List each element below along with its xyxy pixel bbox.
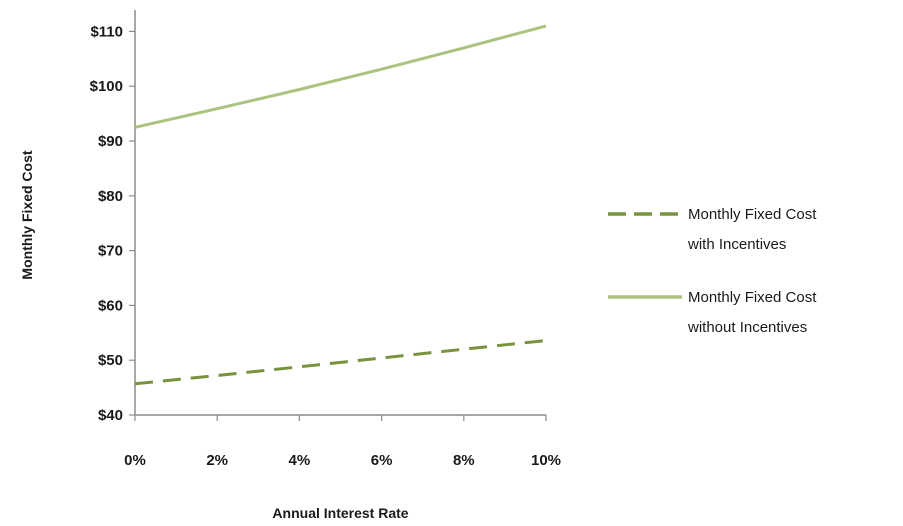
x-tick-label: 4% [289, 452, 311, 469]
x-axis-title: Annual Interest Rate [272, 505, 408, 521]
y-tick-label: $40 [98, 407, 123, 424]
x-tick-label: 6% [371, 452, 393, 469]
x-tick-label: 8% [453, 452, 475, 469]
y-tick-label: $70 [98, 243, 123, 260]
series-lines [134, 24, 547, 386]
x-tick-label: 10% [531, 452, 561, 469]
legend: Monthly Fixed Cost with Incentives Monthly… [608, 206, 817, 336]
series-line-without-incentives [134, 24, 547, 129]
legend-label: Monthly Fixed Cost [688, 289, 817, 306]
axes: $40 $50 $60 $70 $80 $90 $100 $110 0% 2% 4% 6% 8% 10% [90, 10, 561, 469]
y-tick-label: $80 [98, 188, 123, 205]
y-tick-label: $110 [90, 23, 123, 40]
x-tick-label: 0% [124, 452, 146, 469]
legend-label: Monthly Fixed Cost [688, 206, 817, 223]
y-axis-title: Monthly Fixed Cost [19, 150, 35, 279]
y-tick-label: $100 [90, 78, 123, 95]
y-tick-label: $90 [98, 133, 123, 150]
legend-label: with Incentives [687, 236, 786, 253]
x-tick-label: 2% [206, 452, 228, 469]
legend-label: without Incentives [687, 319, 807, 336]
y-tick-label: $60 [98, 297, 123, 314]
y-tick-label: $50 [98, 352, 123, 369]
series-line-with-incentives [134, 339, 547, 386]
